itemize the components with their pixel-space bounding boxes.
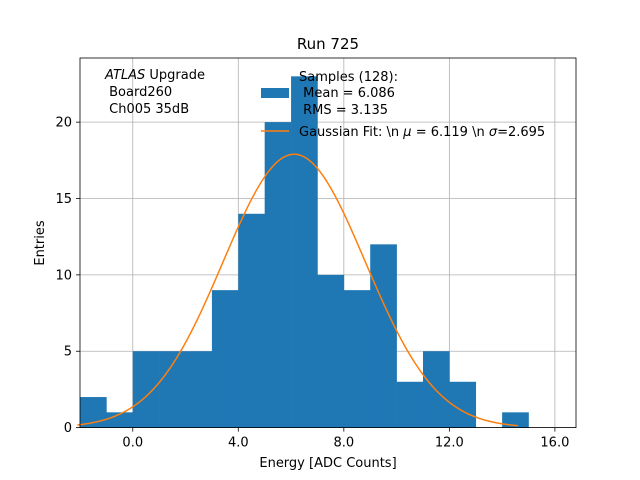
- histogram-bar: [238, 213, 265, 428]
- legend-fit-mu-value: = 6.119 \n: [412, 125, 489, 140]
- histogram-bar: [343, 290, 371, 428]
- x-tick-label: 16.0: [540, 436, 569, 451]
- legend-histogram-line-1: Samples (128):: [299, 70, 398, 85]
- x-tick-label: 4.0: [228, 436, 249, 451]
- histogram-bar: [370, 244, 397, 428]
- x-tick-label: 0.0: [122, 436, 143, 451]
- histogram-bar: [159, 351, 186, 428]
- x-axis-ticks: 0.0 4.0 8.0 12.0 16.0: [122, 427, 569, 451]
- histogram-bar: [132, 351, 160, 428]
- histogram-bar: [291, 76, 318, 428]
- legend-fit-mu-symbol: μ: [402, 125, 411, 140]
- histogram-bars: [80, 76, 529, 428]
- x-tick-label: 8.0: [333, 436, 354, 451]
- chart-title: Run 725: [297, 35, 359, 53]
- annotation-channel-line: Ch005 35dB: [105, 102, 189, 117]
- x-tick-label: 12.0: [435, 436, 464, 451]
- legend-histogram-swatch: [261, 88, 289, 98]
- annotation-atlas-italic: ATLAS: [104, 68, 145, 83]
- legend-histogram-line-2: Mean = 6.086: [299, 86, 395, 101]
- annotation-board-line: Board260: [105, 85, 172, 100]
- y-tick-label: 5: [64, 345, 72, 360]
- histogram-bar: [396, 381, 424, 428]
- histogram-bar: [502, 412, 529, 428]
- y-tick-label: 20: [55, 116, 72, 131]
- histogram-bar: [317, 274, 345, 428]
- histogram-bar: [264, 122, 292, 428]
- x-axis-label: Energy [ADC Counts]: [259, 456, 396, 471]
- y-tick-label: 15: [55, 192, 72, 207]
- atlas-annotation: ATLAS Upgrade Board260 Ch005 35dB: [104, 68, 205, 117]
- y-axis-ticks: 0 5 10 15 20: [55, 116, 80, 436]
- y-tick-label: 0: [64, 421, 72, 436]
- annotation-upgrade-text: Upgrade: [145, 68, 205, 83]
- histogram-bar: [211, 290, 239, 428]
- legend: Samples (128): Mean = 6.086 RMS = 3.135 …: [261, 70, 545, 140]
- legend-fit-prefix: Gaussian Fit: \n: [299, 125, 403, 140]
- svg-text:ATLAS Upgrade: ATLAS Upgrade: [104, 68, 205, 83]
- legend-fit-label: Gaussian Fit: \n μ = 6.119 \n σ=2.695: [299, 125, 545, 140]
- legend-histogram-line-3: RMS = 3.135: [299, 103, 388, 118]
- histogram-bar: [185, 351, 213, 428]
- y-axis-label: Entries: [33, 220, 48, 266]
- legend-fit-sigma-symbol: σ: [489, 125, 498, 140]
- gaussian-fit-curve: [77, 153, 519, 427]
- plot-frame: [79, 57, 577, 429]
- legend-fit-sigma-value: =2.695: [497, 125, 545, 140]
- y-tick-label: 10: [55, 268, 72, 283]
